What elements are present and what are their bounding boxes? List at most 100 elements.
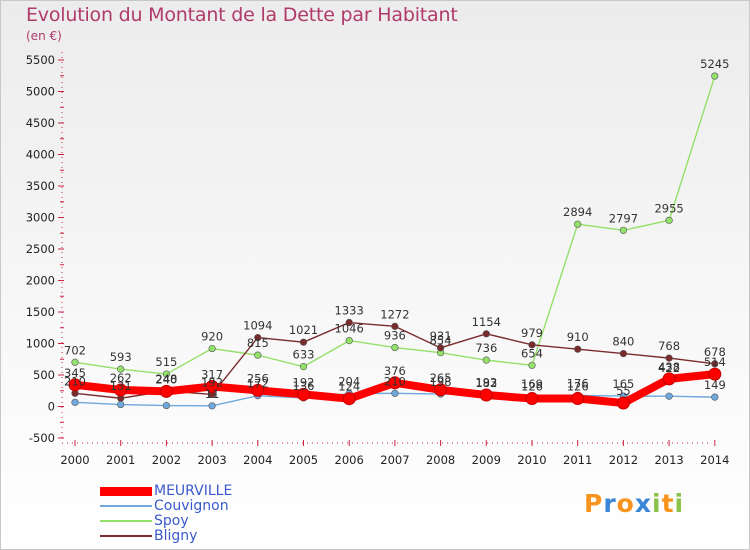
logo-letter: x [634,489,652,518]
y-tick-label: -500 [29,431,55,445]
y-tick-label: 1000 [26,337,55,351]
legend-item-bligny: Bligny [100,528,320,544]
legend-item-spoy: Spoy [100,513,320,529]
data-point-meurville [708,367,722,381]
x-tick-label: 2008 [426,453,455,467]
x-tick-label: 2009 [472,453,501,467]
data-point-bligny [665,354,673,362]
data-label: 422 [658,361,680,375]
data-label: 165 [612,377,634,391]
y-tick-label: 500 [33,368,55,382]
data-point-spoy [345,337,353,345]
data-label: 2894 [563,205,592,219]
y-tick-label: 5500 [26,53,55,67]
data-point-couvignon [117,400,125,409]
data-point-bligny [345,318,353,327]
x-tick-label: 2001 [106,453,135,467]
data-point-meurville [68,378,82,392]
data-point-bligny [391,322,399,330]
data-label: 840 [612,335,634,349]
data-point-meurville [525,392,539,406]
x-tick-label: 2002 [152,453,181,467]
data-label: 124 [338,380,360,394]
data-label: 678 [704,345,726,359]
data-point-bligny [711,360,719,368]
legend-label: Bligny [154,528,198,544]
logo-letter: r [603,489,617,518]
data-point-couvignon [208,402,216,410]
data-label: 345 [64,366,86,380]
logo-letter: P [584,489,604,518]
data-point-bligny [482,330,490,338]
data-label: 936 [384,329,406,343]
data-label: 131 [110,379,132,393]
data-point-spoy [208,344,216,353]
data-label: 920 [201,330,223,344]
y-tick-label: 2500 [26,242,55,256]
data-point-meurville [571,392,585,406]
legend-label: Spoy [154,513,189,529]
data-point-meurville [342,392,356,406]
data-point-spoy [711,72,719,80]
data-label: 11 [205,387,220,401]
data-label: 854 [430,334,452,348]
y-tick-label: 5000 [26,85,55,99]
x-tick-label: 2006 [335,453,364,467]
logo-letter: o [616,489,635,518]
data-label: 192 [201,375,223,389]
data-point-spoy [528,361,536,369]
data-label: 1272 [380,307,409,321]
data-label: 193 [475,375,497,389]
data-label: 262 [110,371,132,385]
data-point-bligny [619,349,628,358]
data-point-meurville [297,387,310,401]
x-tick-label: 2012 [609,453,638,467]
data-label: 910 [567,330,589,344]
data-point-meurville [205,380,219,394]
y-tick-label: 3500 [26,179,55,193]
data-label: 149 [704,378,726,392]
data-label: 438 [658,360,680,374]
data-label: 55 [616,384,631,398]
data-label: 1021 [289,323,318,337]
x-tick-label: 2007 [380,453,409,467]
data-point-spoy [574,220,582,228]
legend-item-meurville: MEURVILLE [100,483,320,499]
data-point-bligny [528,341,536,349]
data-point-spoy [665,216,673,224]
data-point-meurville [251,383,265,397]
data-label: 1046 [335,322,364,336]
data-label: 126 [521,380,543,394]
data-label: 210 [64,374,86,388]
legend-label: MEURVILLE [154,483,233,499]
data-label: 515 [155,355,177,369]
data-label: 204 [338,375,360,389]
data-label: 240 [155,372,177,386]
y-tick-label: 0 [48,400,55,414]
data-label: 736 [475,341,497,355]
x-tick-label: 2005 [289,453,318,467]
data-label: 931 [430,329,452,343]
data-point-spoy [162,370,170,378]
data-point-spoy [254,351,262,359]
data-label: 1333 [335,304,364,318]
data-label: 317 [201,368,223,382]
data-label: 248 [155,372,177,386]
y-tick-label: 2000 [26,274,55,288]
data-label: 815 [247,336,269,350]
x-tick-label: 2013 [654,453,683,467]
unit-label: (en €) [26,29,62,43]
legend-swatch-couvignon [100,505,152,507]
data-label: 376 [384,364,406,378]
data-point-couvignon [711,393,719,401]
data-point-couvignon [665,392,673,400]
legend-label: Couvignon [154,498,229,514]
data-point-couvignon [391,389,399,397]
data-point-meurville [616,396,630,410]
data-label: 514 [704,355,726,369]
x-tick-label: 2014 [700,453,729,467]
legend-swatch-bligny [100,535,152,537]
y-tick-label: 3000 [26,211,55,225]
data-label: 136 [293,379,315,393]
data-point-meurville [662,372,676,386]
